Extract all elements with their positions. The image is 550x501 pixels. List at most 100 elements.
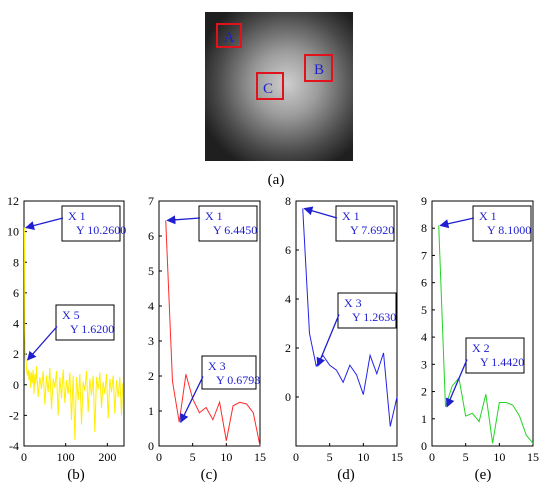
y-tick-label: 0 [421,439,427,453]
datatip-x-text: X 1 [68,209,86,223]
y-tick-label: -4 [9,439,19,453]
y-tick-label: 2 [13,347,19,361]
datatip-box [198,205,258,242]
y-tick-label: 5 [148,264,154,278]
region-A-label: A [224,30,235,46]
y-tick-label: 12 [7,194,19,208]
datatip-2: X 5Y 1.6200 [26,304,115,361]
y-tick-label: 4 [148,299,154,313]
datatip-2: X 2Y 1.4420 [445,337,525,408]
y-tick-label: 4 [13,317,19,331]
datatip-arrow [166,215,201,225]
image-panel: A B C (a) [205,12,353,188]
datatip-2: X 3Y 0.6793 [180,355,260,424]
y-tick-label: 3 [421,357,427,371]
datatip-box [465,337,525,374]
region-C-box [256,72,284,100]
x-tick-label: 0 [156,450,162,464]
y-tick-label: 4 [421,330,427,344]
y-tick-label: 3 [148,334,154,348]
series-line [165,220,261,447]
series-line [438,225,534,444]
datatip-y-text: Y 1.4420 [480,355,524,369]
x-tick-label: 10 [493,450,505,464]
datatip-arrow [439,217,475,229]
panel-caption: (d) [337,467,355,483]
region-B-label: B [314,62,324,78]
y-tick-label: 2 [285,341,291,355]
y-tick-label: 8 [421,221,427,235]
datatip-box [61,205,121,242]
region-C-label: C [263,81,273,97]
datatip-x-text: X 1 [479,209,497,223]
y-tick-label: 1 [148,404,154,418]
y-tick-label: 1 [421,412,427,426]
datatip-2: X 3Y 1.2630 [316,292,397,367]
datatip-arrow [180,376,204,424]
y-tick-label: 2 [421,385,427,399]
x-tick-label: 5 [327,450,333,464]
x-tick-label: 100 [57,450,75,464]
datatip-1: X 1Y 8.1000 [439,205,532,242]
region-B-box [304,54,333,82]
panel-caption: (c) [201,467,218,483]
y-tick-label: 8 [285,194,291,208]
y-tick-label: 6 [421,276,427,290]
panel-caption: (e) [475,467,492,483]
datatip-box [337,292,397,329]
y-tick-label: 0 [148,439,154,453]
datatip-1: X 1Y 6.4450 [166,205,258,242]
x-tick-label: 15 [527,450,539,464]
y-tick-label: 6 [285,243,291,257]
datatip-1: X 1Y 7.6920 [303,205,395,242]
panel-caption: (b) [67,467,85,483]
grayscale-image [205,12,353,161]
x-tick-label: 15 [254,450,266,464]
datatip-y-text: Y 8.1000 [487,223,531,237]
plot-area [158,200,261,447]
y-tick-label: 0 [285,390,291,404]
x-tick-label: 0 [293,450,299,464]
region-A: A [216,23,242,48]
datatip-y-text: Y 1.2630 [352,310,396,324]
y-tick-label: -2 [9,408,19,422]
x-tick-label: 0 [21,450,27,464]
x-tick-label: 0 [429,450,435,464]
y-tick-label: 2 [148,369,154,383]
datatip-x-text: X 3 [344,296,362,310]
datatip-y-text: Y 0.6793 [216,373,260,387]
datatip-arrow [25,217,64,230]
datatip-x-text: X 1 [205,209,223,223]
y-tick-label: 6 [13,286,19,300]
x-tick-label: 10 [357,450,369,464]
datatip-arrow [26,326,58,361]
y-tick-label: 5 [421,303,427,317]
datatip-y-text: Y 6.4450 [213,223,257,237]
image-panel-caption: (a) [268,172,285,188]
datatip-box [55,304,115,341]
y-tick-label: 0 [13,378,19,392]
datatip-1: X 1Y 10.2600 [25,205,126,242]
y-tick-label: 7 [148,194,154,208]
datatip-x-text: X 5 [62,308,80,322]
y-tick-label: 6 [148,229,154,243]
region-C: C [256,72,284,100]
y-tick-label: 10 [7,225,19,239]
datatip-y-text: Y 1.6200 [70,322,114,336]
datatip-x-text: X 3 [208,359,226,373]
chart-4: 0 5 10 15 0 1 2 3 4 5 6 7 8 9 X 1Y 8.1000 X 2Y 1.4420 (e… [421,194,539,483]
datatip-arrow [445,359,468,408]
y-tick-label: 4 [285,292,291,306]
x-tick-label: 15 [391,450,403,464]
datatip-box [335,205,395,242]
series-line [23,227,124,440]
datatip-arrow [303,206,338,219]
y-tick-label: 7 [421,248,427,262]
datatip-box [201,355,257,390]
x-tick-label: 10 [220,450,232,464]
x-tick-label: 5 [190,450,196,464]
datatip-y-text: Y 10.2600 [76,223,126,237]
chart-1: 0 100 200 -4 -2 0 2 4 6 8 10 12 X 1Y 10.2600 X 5Y 1.6… [7,194,126,483]
datatip-x-text: X 1 [342,209,360,223]
